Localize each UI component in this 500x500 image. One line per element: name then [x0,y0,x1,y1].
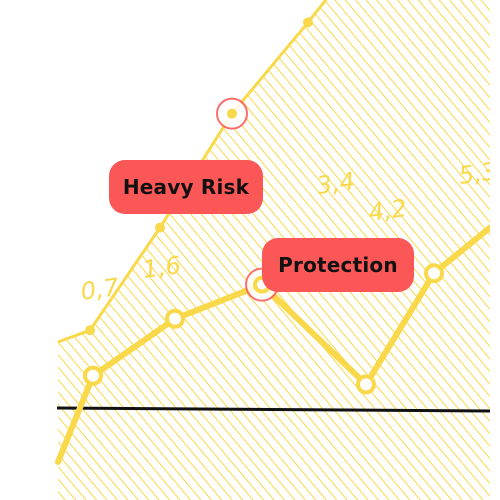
data-label: 4,2 [367,194,409,227]
data-label: 1,6 [141,251,183,284]
data-label: 3,4 [315,167,357,200]
data-label: 0,7 [79,273,121,306]
protection-callout: Protection [262,238,414,292]
data-label: 5,3 [457,157,499,190]
series-1-point [356,374,376,395]
series-0-point [303,17,313,28]
series-0-point [85,325,95,336]
series-0-point [155,222,165,233]
heavy-risk-callout: Heavy Risk [109,160,263,214]
series-1-point [83,365,103,386]
series-1-point [424,263,444,284]
series-1-point [165,308,185,329]
series-0-line [57,0,490,344]
series-0-point [227,108,237,119]
baseline-axis [56,406,491,413]
